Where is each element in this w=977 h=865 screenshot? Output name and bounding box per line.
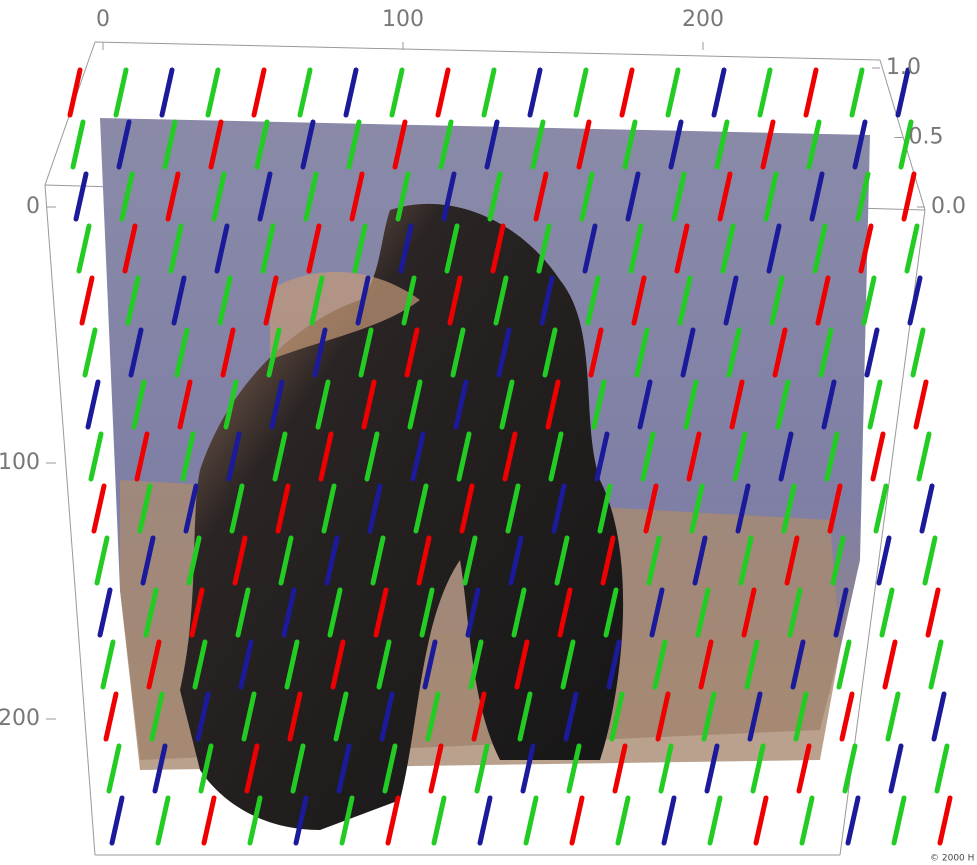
vector-stick <box>109 746 119 791</box>
vector-stick <box>664 798 674 843</box>
vector-stick <box>438 70 448 115</box>
vector-stick <box>480 798 490 843</box>
vector-stick <box>618 798 628 843</box>
vector-stick <box>940 798 950 843</box>
vector-stick <box>806 70 816 115</box>
vector-stick <box>848 798 858 843</box>
vector-stick <box>894 798 904 843</box>
vector-stick <box>904 174 914 219</box>
vector-stick <box>103 642 113 687</box>
vector-stick <box>106 694 116 739</box>
vector-stick <box>867 330 877 375</box>
vector-stick <box>870 382 880 427</box>
vector-stick <box>882 590 892 635</box>
x-tick-label: 0 <box>96 7 110 32</box>
vector-stick <box>112 798 122 843</box>
vector-stick <box>79 226 89 271</box>
vector-stick <box>885 642 895 687</box>
vector-stick <box>300 70 310 115</box>
vector-stick <box>760 70 770 115</box>
vector-stick <box>204 798 214 843</box>
footer: © 2000 H <box>930 854 974 864</box>
vector-stick <box>346 70 356 115</box>
vector-stick <box>922 486 932 531</box>
vector-stick <box>88 382 98 427</box>
vector-stick <box>116 70 126 115</box>
vector-stick <box>100 590 110 635</box>
vector-stick <box>913 330 923 375</box>
vector-stick <box>888 694 898 739</box>
vector-stick <box>891 746 901 791</box>
vector-stick <box>876 486 886 531</box>
vector-stick <box>254 70 264 115</box>
vector-stick <box>91 434 101 479</box>
vector-stick <box>714 70 724 115</box>
y-tick-label: 0 <box>26 194 40 219</box>
vector-stick <box>434 798 444 843</box>
vector-stick <box>916 382 926 427</box>
vector-stick <box>392 70 402 115</box>
vector-stick <box>530 70 540 115</box>
z-tick-label: 0.5 <box>909 125 944 150</box>
vector-stick <box>919 434 929 479</box>
vector-stick <box>388 798 398 843</box>
vector-stick <box>82 278 92 323</box>
x-tick-label: 100 <box>382 7 424 32</box>
vector-stick <box>668 70 678 115</box>
vector-stick <box>70 70 80 115</box>
vector-stick <box>572 798 582 843</box>
vector-stick <box>208 70 218 115</box>
y-tick-label: 100 <box>0 450 40 475</box>
vector-stick <box>756 798 766 843</box>
z-tick-label: 1.0 <box>886 55 921 80</box>
vector-stick <box>94 486 104 531</box>
vector-stick <box>76 174 86 219</box>
vector-stick <box>576 70 586 115</box>
vector-stick <box>97 538 107 583</box>
x-tick-label: 200 <box>682 7 724 32</box>
vector-stick <box>162 70 172 115</box>
vector-stick <box>842 694 852 739</box>
z-tick-label: 0.0 <box>931 194 966 219</box>
chart: © 2000 H 0 100 200 0 100 200 0.0 0.5 1.0 <box>0 0 977 865</box>
vector-stick <box>73 122 83 167</box>
vector-stick <box>907 226 917 271</box>
vector-stick <box>622 70 632 115</box>
vector-stick <box>934 694 944 739</box>
vector-stick <box>937 746 947 791</box>
vector-stick <box>852 70 862 115</box>
vector-stick <box>873 434 883 479</box>
vector-stick <box>925 538 935 583</box>
vector-stick <box>802 798 812 843</box>
vector-stick <box>158 798 168 843</box>
vector-stick <box>931 642 941 687</box>
vector-stick <box>710 798 720 843</box>
vector-stick <box>85 330 95 375</box>
vector-stick <box>526 798 536 843</box>
vector-stick <box>928 590 938 635</box>
y-tick-label: 200 <box>0 706 40 731</box>
vector-stick <box>845 746 855 791</box>
vector-stick <box>484 70 494 115</box>
vector-stick <box>839 642 849 687</box>
